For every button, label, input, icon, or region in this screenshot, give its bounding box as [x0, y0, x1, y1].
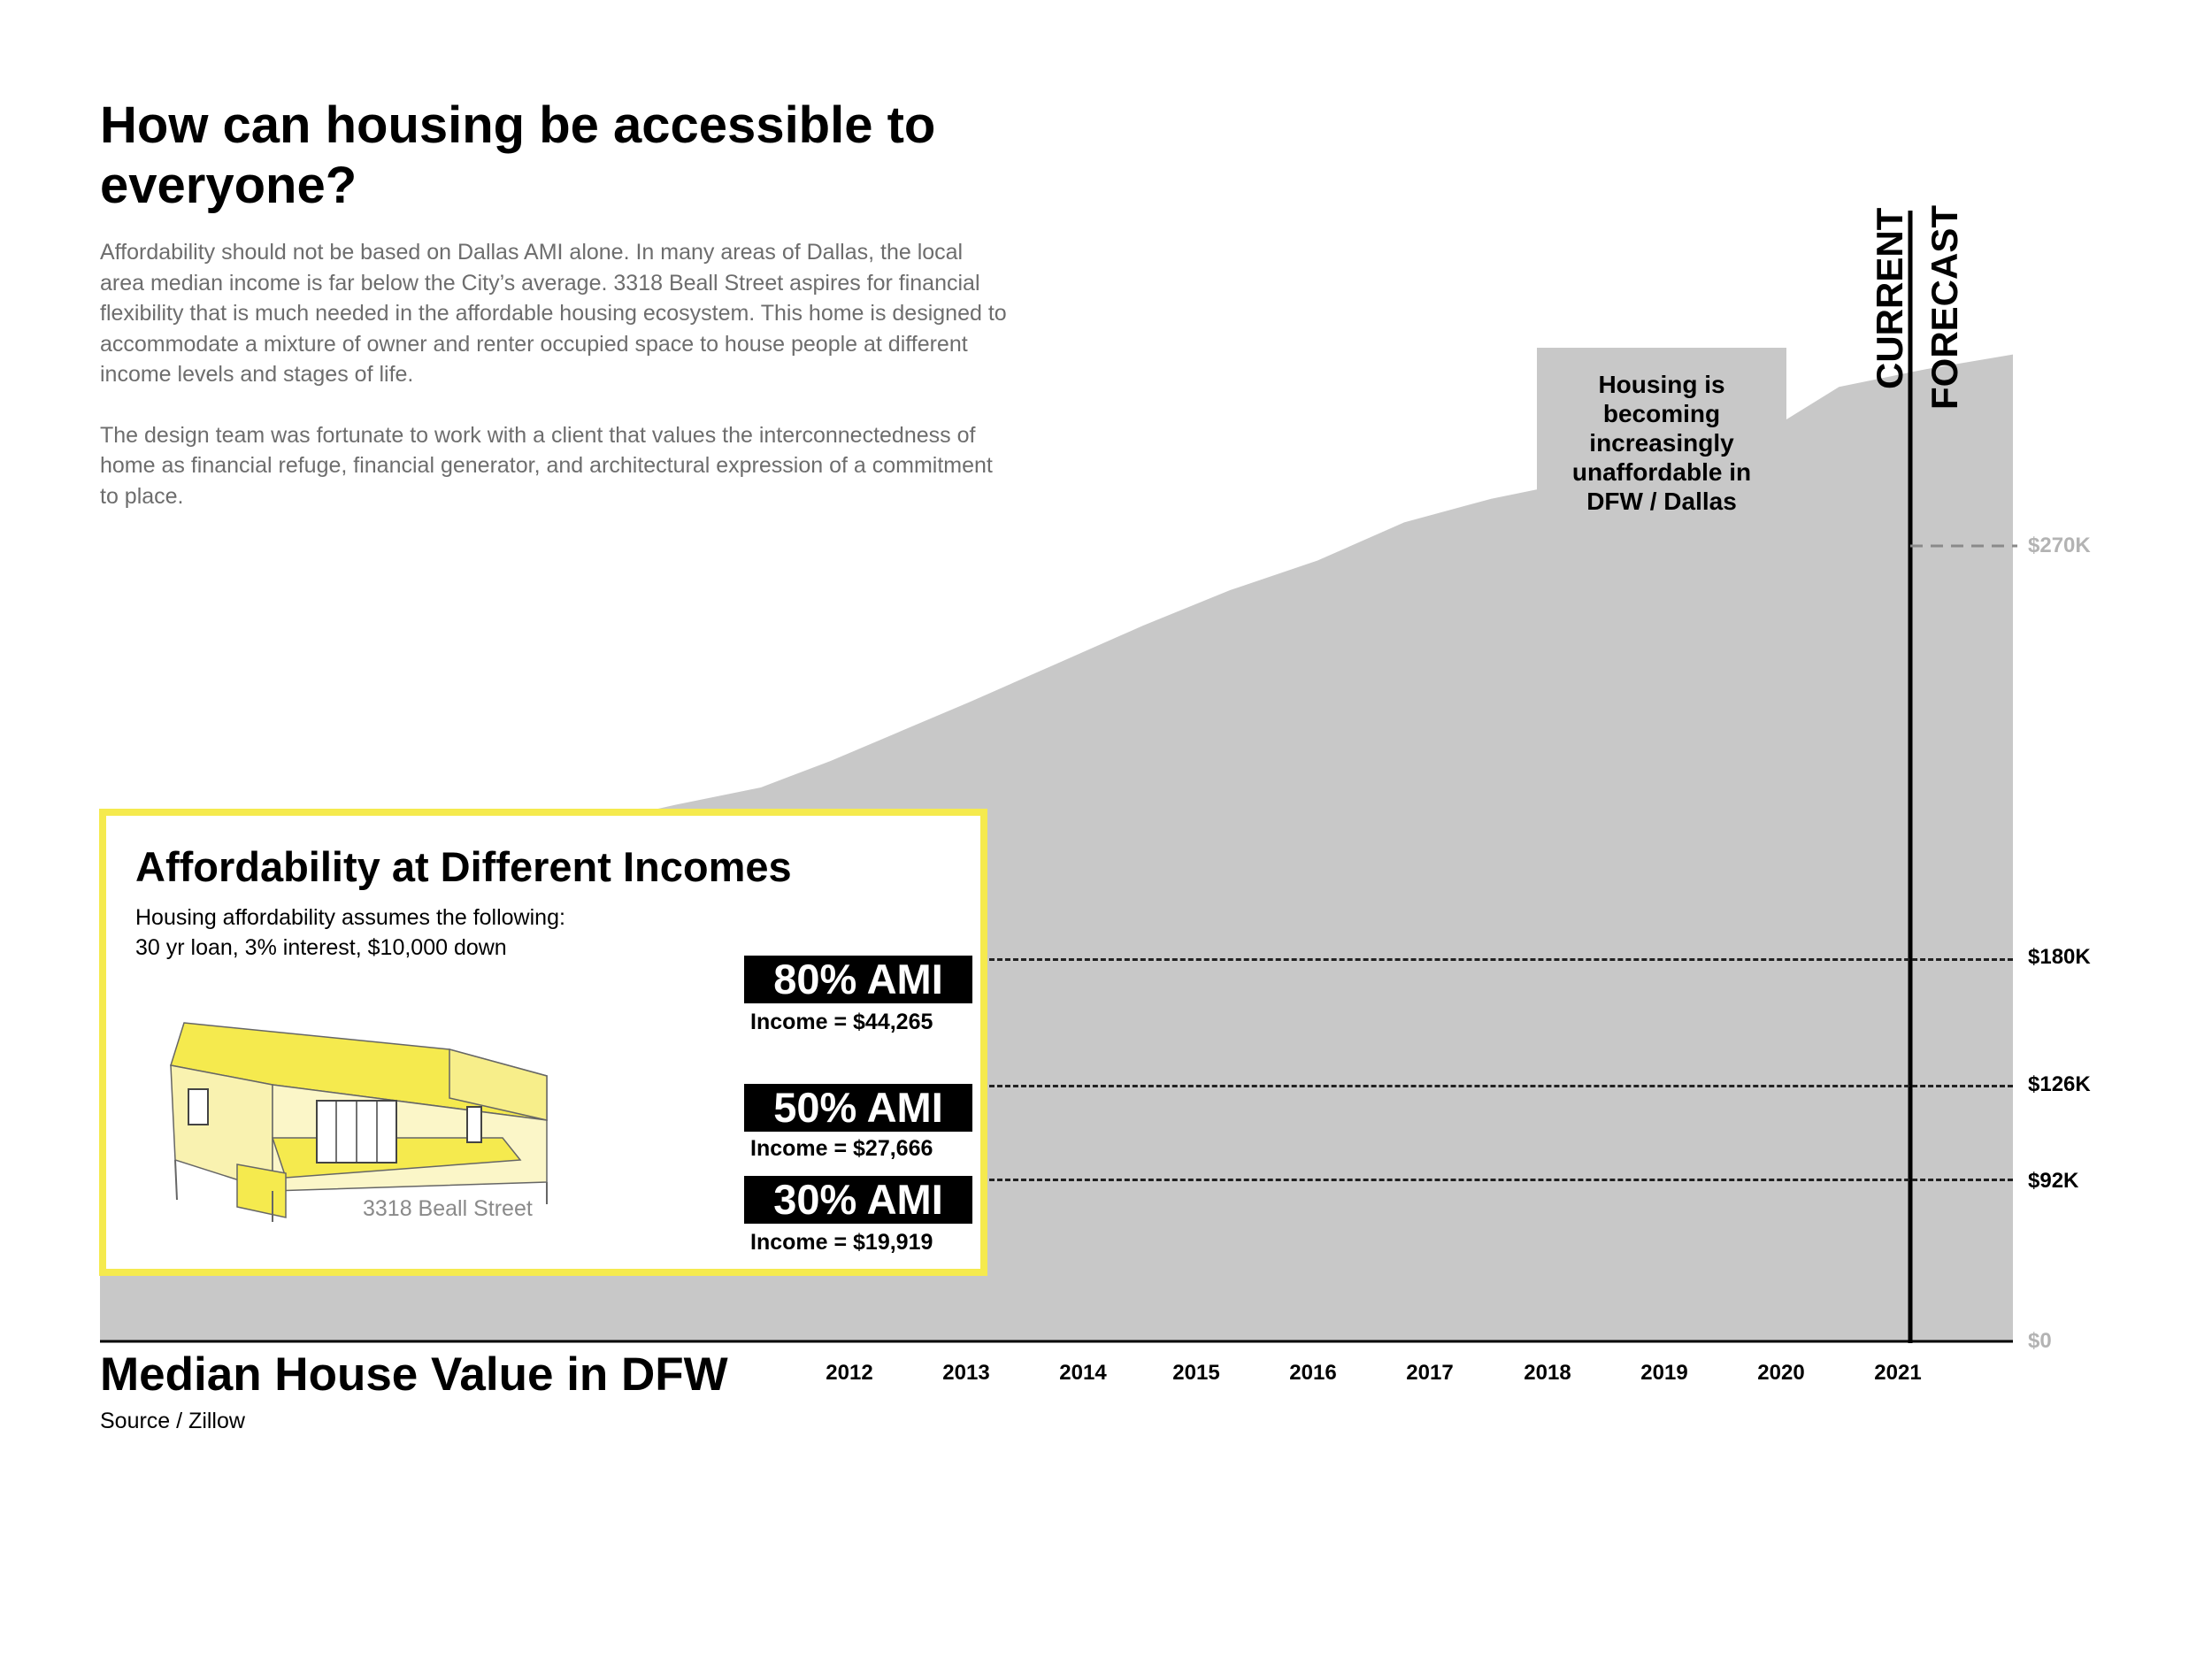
x-tick-2021: 2021 — [1874, 1361, 1922, 1385]
ami-50-badge: 50% AMI — [744, 1084, 972, 1132]
ami-30-line — [973, 1179, 2013, 1181]
callout-line: increasingly — [1589, 429, 1734, 457]
chart-title: Median House Value in DFW — [100, 1348, 728, 1401]
intro-paragraph-1: Affordability should not be based on Dal… — [100, 240, 1007, 387]
x-tick-2017: 2017 — [1406, 1361, 1454, 1385]
x-tick-2018: 2018 — [1524, 1361, 1571, 1385]
y-label-270k: $270K — [2028, 534, 2091, 557]
affordability-assumptions: Housing affordability assumes the follow… — [135, 902, 565, 963]
ami-30-income: Income = $19,919 — [750, 1230, 933, 1255]
chart-source: Source / Zillow — [100, 1409, 245, 1433]
assumption-line: Housing affordability assumes the follow… — [135, 905, 565, 930]
ami-80-line — [973, 958, 2013, 961]
x-tick-2013: 2013 — [942, 1361, 990, 1385]
page-headline: How can housing be accessible to everyon… — [100, 96, 936, 214]
x-tick-2020: 2020 — [1757, 1361, 1805, 1385]
y-label-92k: $92K — [2028, 1169, 2079, 1193]
ami-50-income: Income = $27,666 — [750, 1136, 933, 1161]
callout-text: Housing is becoming increasingly unaffor… — [1537, 370, 1786, 516]
callout-line: becoming — [1602, 400, 1721, 427]
ami-80-income: Income = $44,265 — [750, 1010, 933, 1034]
current-label: CURRENT — [1869, 207, 1910, 389]
forecast-label: FORECAST — [1924, 205, 1965, 410]
x-tick-2012: 2012 — [826, 1361, 873, 1385]
x-tick-2014: 2014 — [1059, 1361, 1107, 1385]
ami-80-badge: 80% AMI — [744, 956, 972, 1003]
ami-50-line — [973, 1085, 2013, 1087]
house-illustration — [170, 1022, 548, 1222]
y-label-0: $0 — [2028, 1329, 2052, 1353]
house-window — [188, 1088, 209, 1125]
y-label-180k: $180K — [2028, 945, 2091, 969]
callout-line: unaffordable in — [1571, 458, 1752, 486]
x-tick-2015: 2015 — [1172, 1361, 1220, 1385]
assumption-line: 30 yr loan, 3% interest, $10,000 down — [135, 935, 507, 960]
callout-line: DFW / Dallas — [1586, 488, 1737, 515]
unaffordable-callout: Housing is becoming increasingly unaffor… — [1537, 348, 1786, 549]
x-tick-2016: 2016 — [1289, 1361, 1337, 1385]
intro-paragraph-2: The design team was fortunate to work wi… — [100, 422, 993, 509]
callout-line: Housing is — [1598, 371, 1725, 398]
intro-text: Affordability should not be based on Dal… — [100, 237, 1011, 541]
ami-30-badge: 30% AMI — [744, 1176, 972, 1224]
affordability-title: Affordability at Different Incomes — [135, 843, 792, 890]
callout-pointer — [1737, 548, 1786, 604]
y-label-126k: $126K — [2028, 1072, 2091, 1096]
affordability-panel: Affordability at Different Incomes Housi… — [99, 809, 987, 1276]
x-tick-2019: 2019 — [1640, 1361, 1688, 1385]
house-caption: 3318 Beall Street — [363, 1196, 533, 1221]
house-door — [466, 1106, 482, 1143]
